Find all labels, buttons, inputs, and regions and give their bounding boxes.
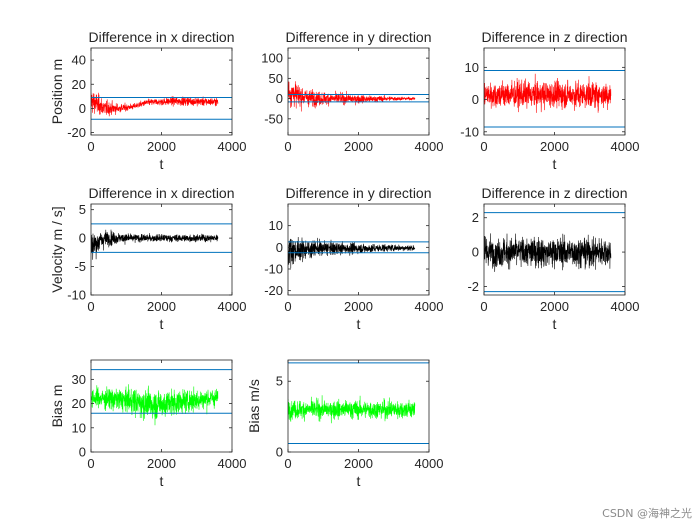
- y-axis-label: Position m: [49, 59, 65, 124]
- x-tick-label: 4000: [415, 139, 444, 154]
- watermark: CSDN @海神之光: [602, 507, 692, 520]
- y-tick-label: -10: [264, 262, 283, 277]
- x-tick-label: 2000: [147, 456, 176, 471]
- y-tick-label: -50: [264, 111, 283, 126]
- chart-title: Difference in z direction: [481, 185, 627, 201]
- data-series: [288, 236, 416, 269]
- y-tick-label: 2: [472, 210, 479, 225]
- x-axis-label: t: [160, 473, 164, 489]
- x-tick-label: 2000: [540, 139, 569, 154]
- x-tick-label: 2000: [344, 299, 373, 314]
- x-axis-label: t: [553, 316, 557, 332]
- y-axis-label: Bias m: [49, 385, 65, 428]
- x-tick-label: 4000: [218, 299, 247, 314]
- chart-title: Difference in z direction: [481, 29, 627, 45]
- data-series: [484, 73, 612, 113]
- y-tick-label: 5: [79, 202, 86, 217]
- y-axis-label: Bias m/s: [246, 379, 262, 433]
- y-tick-label: -20: [264, 283, 283, 298]
- data-series: [91, 229, 219, 260]
- y-tick-label: 40: [72, 53, 86, 68]
- y-tick-label: 20: [72, 77, 86, 92]
- x-tick-label: 4000: [611, 139, 640, 154]
- plot-area: [91, 48, 232, 135]
- x-tick-label: 0: [284, 299, 291, 314]
- x-tick-label: 0: [87, 456, 94, 471]
- x-tick-label: 0: [87, 299, 94, 314]
- y-tick-label: 50: [269, 71, 283, 86]
- x-axis-label: t: [357, 316, 361, 332]
- chart-title: Difference in x direction: [88, 29, 234, 45]
- data-series: [288, 395, 416, 424]
- y-tick-label: 5: [276, 374, 283, 389]
- x-axis-label: t: [160, 316, 164, 332]
- x-axis-label: t: [357, 473, 361, 489]
- y-tick-label: 10: [72, 420, 86, 435]
- subplot-8: 0 2000 4000 0 5 t Bias m/s: [246, 359, 444, 489]
- plot-area: [288, 48, 429, 135]
- x-tick-label: 0: [284, 456, 291, 471]
- chart-title: Difference in y direction: [285, 185, 431, 201]
- x-tick-label: 4000: [218, 456, 247, 471]
- x-tick-label: 0: [480, 139, 487, 154]
- x-tick-label: 4000: [611, 299, 640, 314]
- y-tick-label: -2: [467, 279, 479, 294]
- y-tick-label: -20: [67, 125, 86, 140]
- data-series: [91, 92, 219, 117]
- y-tick-label: 100: [261, 51, 283, 66]
- y-tick-label: 10: [465, 60, 479, 75]
- x-tick-label: 4000: [218, 139, 247, 154]
- x-axis-label: t: [553, 156, 557, 172]
- x-tick-label: 2000: [344, 456, 373, 471]
- x-tick-label: 2000: [147, 139, 176, 154]
- y-tick-label: -5: [74, 259, 86, 274]
- y-tick-label: 0: [472, 245, 479, 260]
- chart-title: Difference in y direction: [285, 29, 431, 45]
- y-axis-label: Velocity m / s]: [49, 206, 65, 292]
- x-tick-label: 0: [284, 139, 291, 154]
- x-tick-label: 2000: [344, 139, 373, 154]
- x-axis-label: t: [160, 156, 164, 172]
- x-tick-label: 4000: [415, 456, 444, 471]
- data-series: [288, 81, 416, 112]
- y-tick-label: 0: [79, 445, 86, 460]
- chart-title: Difference in x direction: [88, 185, 234, 201]
- y-tick-label: 0: [276, 91, 283, 106]
- data-series: [91, 384, 219, 426]
- y-tick-label: 0: [79, 101, 86, 116]
- subplot-7: 0 2000 4000 0 10 20 30 t Bias m: [49, 359, 247, 489]
- y-tick-label: -10: [67, 288, 86, 303]
- y-tick-label: 20: [72, 396, 86, 411]
- y-tick-label: -10: [460, 124, 479, 139]
- y-tick-label: 0: [79, 231, 86, 246]
- plot-area: [91, 204, 232, 295]
- y-tick-label: 30: [72, 372, 86, 387]
- x-tick-label: 0: [87, 139, 94, 154]
- data-series: [484, 233, 612, 272]
- y-tick-label: 10: [269, 218, 283, 233]
- x-tick-label: 2000: [540, 299, 569, 314]
- x-tick-label: 2000: [147, 299, 176, 314]
- x-tick-label: 0: [480, 299, 487, 314]
- y-tick-label: 0: [472, 92, 479, 107]
- x-tick-label: 4000: [415, 299, 444, 314]
- subplot-5: 0 2000 4000 -20 -10 0 10 Difference in y direct…: [264, 185, 443, 332]
- y-tick-label: 0: [276, 445, 283, 460]
- y-tick-label: 0: [276, 240, 283, 255]
